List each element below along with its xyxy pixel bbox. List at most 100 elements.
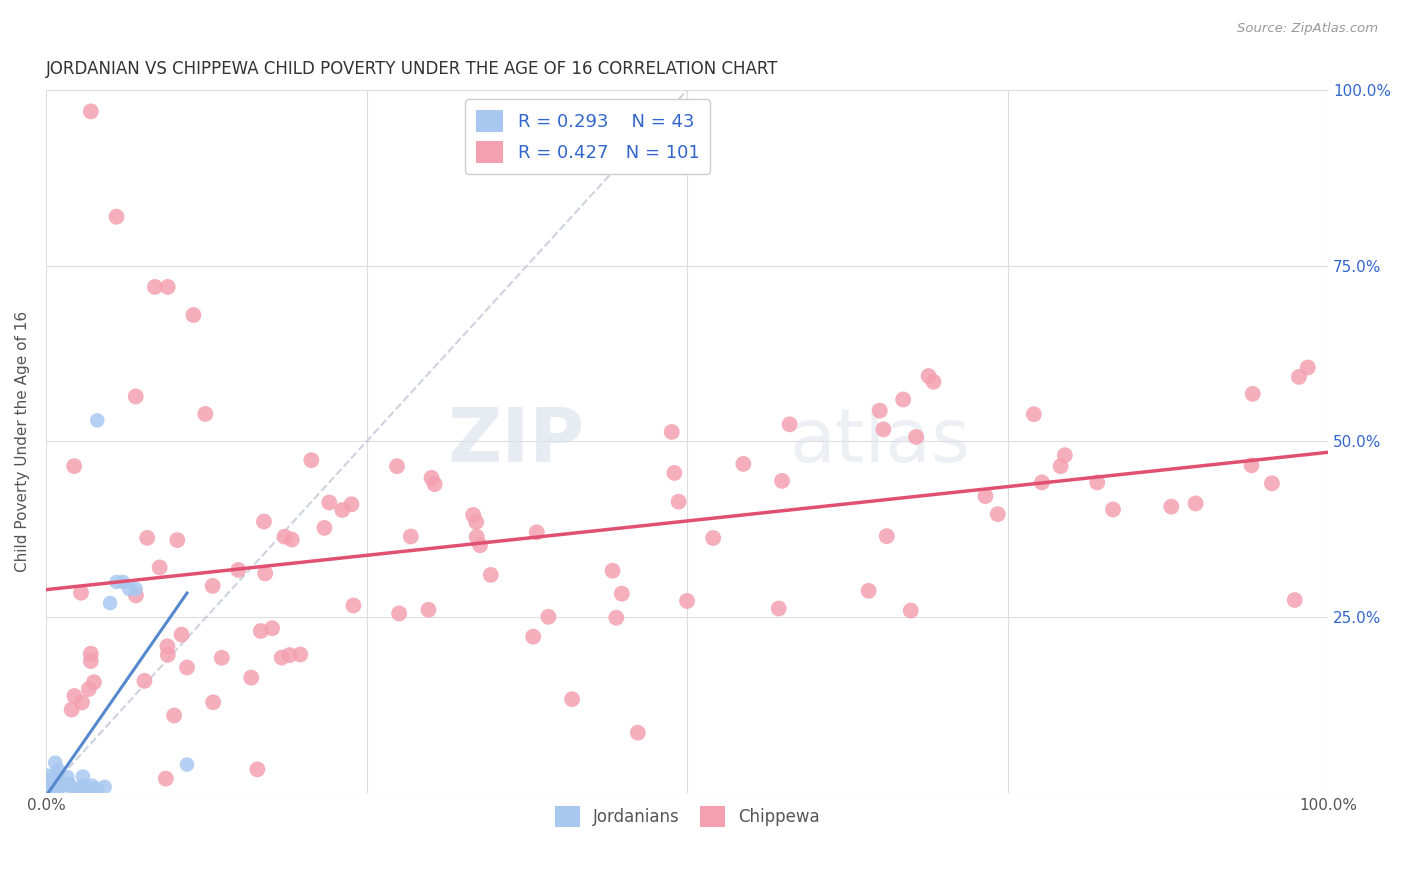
- Point: [733, 457, 755, 471]
- Point: [1296, 360, 1319, 375]
- Point: [60, 702, 83, 716]
- Point: [385, 459, 408, 474]
- Point: [163, 708, 186, 723]
- Point: [1240, 458, 1263, 473]
- Point: [278, 648, 301, 662]
- Point: [253, 515, 276, 529]
- Point: [82, 779, 104, 793]
- Point: [702, 531, 724, 545]
- Point: [58, 777, 80, 791]
- Point: [125, 582, 148, 596]
- Point: [166, 533, 188, 547]
- Point: [45, 767, 67, 781]
- Point: [55, 777, 77, 791]
- Point: [44, 780, 66, 794]
- Point: [676, 594, 699, 608]
- Point: [56, 770, 79, 784]
- Point: [37, 785, 59, 799]
- Point: [38, 779, 60, 793]
- Point: [1284, 593, 1306, 607]
- Point: [63, 459, 86, 474]
- Point: [561, 692, 583, 706]
- Point: [290, 648, 312, 662]
- Point: [254, 566, 277, 581]
- Point: [202, 695, 225, 709]
- Point: [156, 648, 179, 662]
- Point: [125, 588, 148, 602]
- Point: [60, 780, 83, 794]
- Point: [250, 624, 273, 638]
- Point: [479, 568, 502, 582]
- Point: [668, 494, 690, 508]
- Point: [1049, 459, 1071, 474]
- Point: [72, 770, 94, 784]
- Point: [1022, 407, 1045, 421]
- Point: [418, 603, 440, 617]
- Point: [118, 582, 141, 596]
- Point: [149, 560, 172, 574]
- Point: [869, 403, 891, 417]
- Point: [605, 611, 627, 625]
- Point: [63, 689, 86, 703]
- Point: [42, 772, 65, 786]
- Point: [876, 529, 898, 543]
- Point: [83, 675, 105, 690]
- Point: [134, 673, 156, 688]
- Point: [273, 530, 295, 544]
- Point: [80, 647, 103, 661]
- Point: [183, 308, 205, 322]
- Point: [342, 599, 364, 613]
- Point: [201, 579, 224, 593]
- Point: [463, 508, 485, 522]
- Point: [156, 640, 179, 654]
- Point: [80, 104, 103, 119]
- Point: [627, 725, 650, 739]
- Point: [318, 495, 340, 509]
- Point: [905, 430, 928, 444]
- Point: [98, 596, 121, 610]
- Point: [661, 425, 683, 439]
- Point: [39, 775, 62, 789]
- Point: [468, 538, 491, 552]
- Point: [246, 763, 269, 777]
- Point: [44, 756, 66, 770]
- Point: [46, 784, 69, 798]
- Point: [768, 601, 790, 615]
- Text: atlas: atlas: [790, 405, 970, 478]
- Point: [77, 681, 100, 696]
- Point: [111, 574, 134, 589]
- Point: [37, 780, 59, 794]
- Point: [987, 507, 1010, 521]
- Point: [136, 531, 159, 545]
- Point: [340, 497, 363, 511]
- Point: [1085, 475, 1108, 490]
- Point: [170, 627, 193, 641]
- Point: [105, 210, 128, 224]
- Point: [1053, 448, 1076, 462]
- Point: [72, 779, 94, 793]
- Point: [70, 782, 93, 797]
- Point: [80, 782, 103, 797]
- Point: [194, 407, 217, 421]
- Point: [1261, 476, 1284, 491]
- Point: [314, 521, 336, 535]
- Point: [399, 529, 422, 543]
- Point: [610, 587, 633, 601]
- Point: [105, 574, 128, 589]
- Point: [858, 583, 880, 598]
- Point: [37, 768, 59, 782]
- Point: [155, 772, 177, 786]
- Point: [900, 603, 922, 617]
- Point: [176, 757, 198, 772]
- Point: [70, 585, 93, 599]
- Point: [1102, 502, 1125, 516]
- Point: [1288, 370, 1310, 384]
- Point: [872, 422, 894, 436]
- Point: [156, 280, 179, 294]
- Point: [240, 671, 263, 685]
- Point: [66, 782, 89, 797]
- Point: [49, 779, 72, 793]
- Point: [73, 782, 96, 797]
- Text: ZIP: ZIP: [447, 405, 585, 478]
- Point: [39, 778, 62, 792]
